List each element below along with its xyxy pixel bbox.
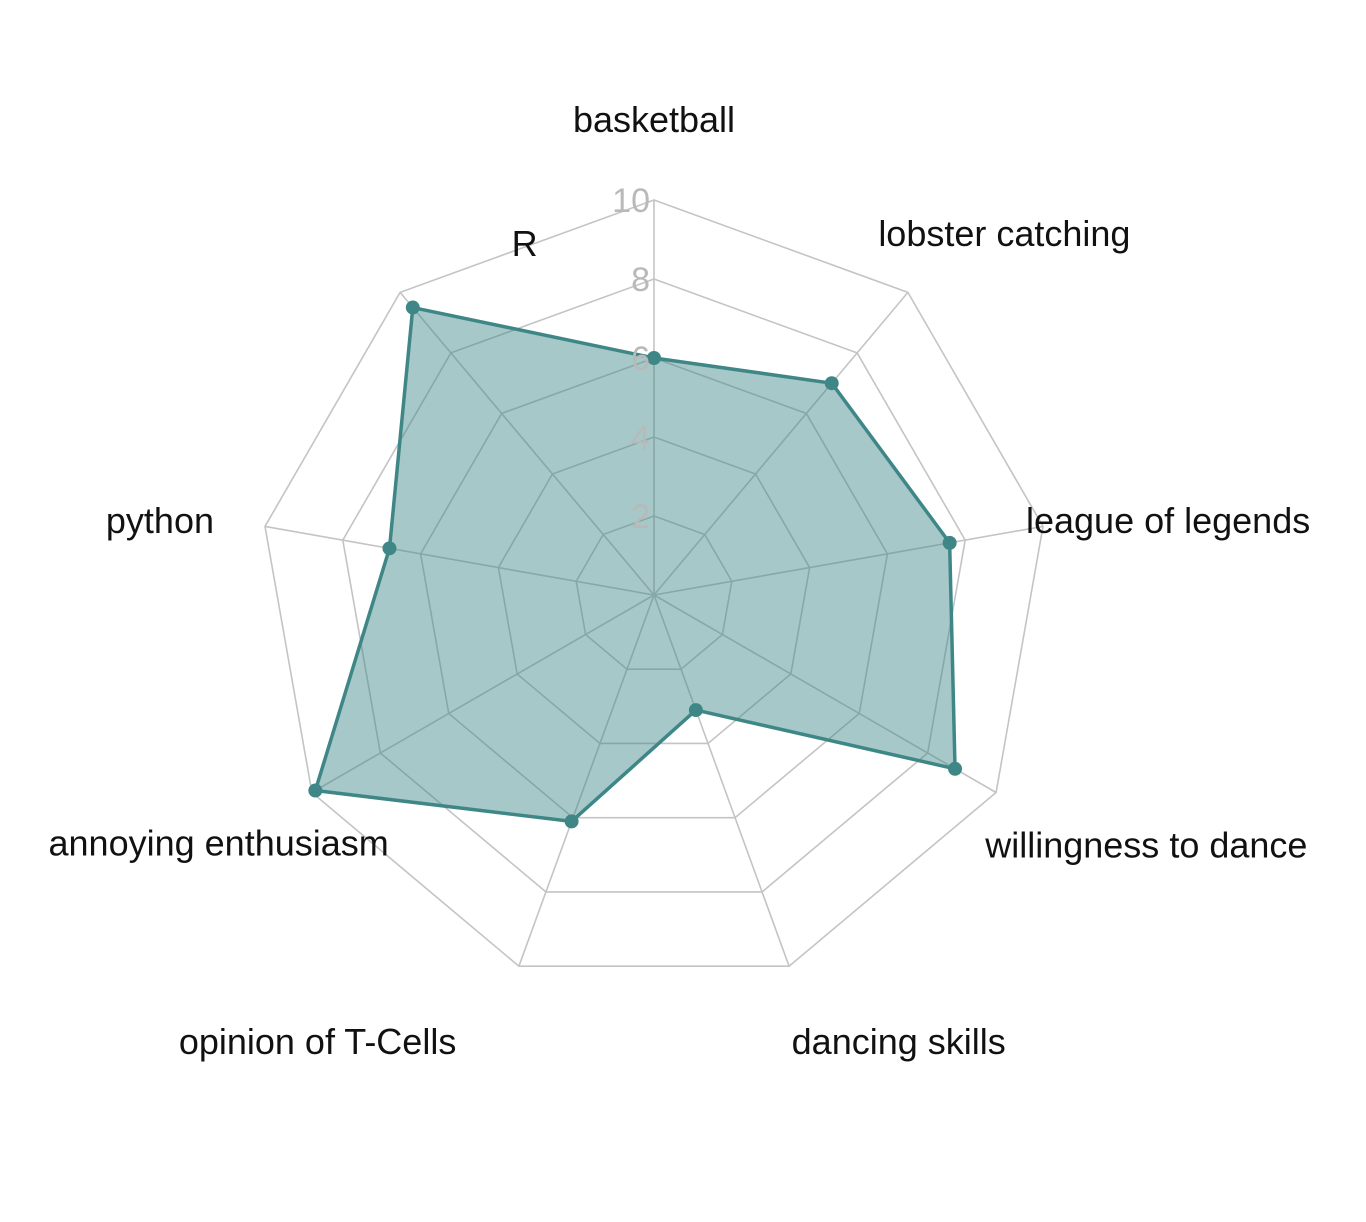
axis-label-r: R — [512, 223, 538, 264]
axis-labels: basketball lobster catching league of lege… — [49, 99, 1311, 1062]
data-point-2 — [942, 535, 957, 550]
data-point-0 — [647, 351, 661, 365]
grid-ring-2 — [575, 515, 733, 671]
grid-ring-6 — [419, 357, 889, 819]
tick-label-10: 10 — [612, 182, 650, 220]
grid-ring-4 — [497, 436, 811, 745]
axis-label-willingness-to-dance: willingness to dance — [984, 825, 1307, 866]
axis-label-lobster-catching: lobster catching — [878, 213, 1130, 254]
data-point-6 — [308, 783, 323, 798]
spoke-6 — [311, 594, 655, 794]
tick-label-6: 6 — [631, 340, 650, 378]
data-point-4 — [688, 703, 703, 718]
data-point-5 — [564, 814, 579, 829]
axis-label-basketball: basketball — [573, 99, 735, 140]
data-point-1 — [824, 376, 839, 391]
axis-label-opinion-of-t-cells: opinion of T-Cells — [179, 1021, 457, 1062]
spoke-7 — [264, 525, 655, 596]
data-point-8 — [405, 300, 420, 315]
axis-label-dancing-skills: dancing skills — [792, 1021, 1006, 1062]
spoke-2 — [653, 525, 1044, 596]
grid — [264, 199, 1044, 967]
spoke-8 — [399, 291, 655, 596]
series-area — [313, 305, 957, 824]
tick-label-8: 8 — [631, 261, 650, 299]
spoke-3 — [653, 594, 997, 794]
spoke-5 — [518, 594, 655, 967]
data-point-7 — [382, 541, 397, 556]
tick-labels: 2 4 6 8 10 — [612, 182, 650, 536]
spoke-4 — [653, 594, 790, 967]
grid-ring-10 — [264, 199, 1044, 967]
tick-label-2: 2 — [631, 498, 650, 536]
axis-label-annoying-enthusiasm: annoying enthusiasm — [49, 823, 389, 864]
grid-ring-8 — [341, 278, 967, 893]
tick-label-4: 4 — [631, 419, 650, 457]
data-series — [308, 300, 963, 829]
data-point-3 — [948, 761, 963, 776]
axis-label-league-of-legends: league of legends — [1026, 500, 1310, 541]
spoke-1 — [653, 291, 909, 596]
axis-label-python: python — [106, 500, 214, 541]
